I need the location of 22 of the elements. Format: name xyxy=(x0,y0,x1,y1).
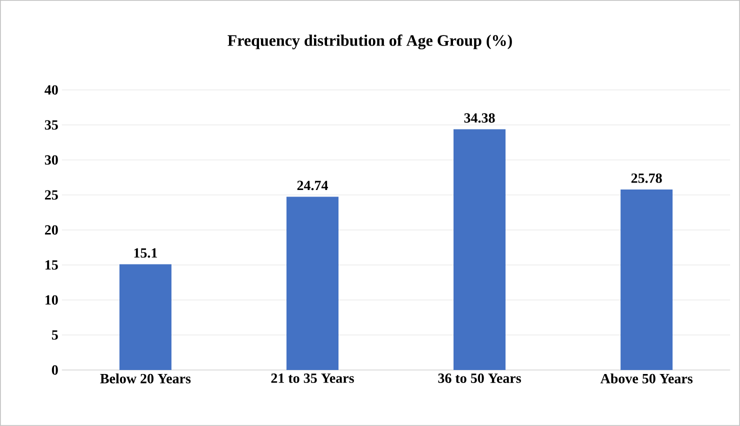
y-tick-label: 10 xyxy=(46,295,58,305)
x-tick-label: Below 20 Years xyxy=(100,374,191,384)
y-tick-label: 30 xyxy=(44,155,58,165)
y-tick-label: 35 xyxy=(44,120,58,130)
bar xyxy=(454,129,506,370)
bar xyxy=(119,264,172,370)
data-label: 24.74 xyxy=(297,180,328,190)
data-label: 34.38 xyxy=(464,113,495,123)
y-tick-label: 15 xyxy=(46,260,58,270)
bar xyxy=(620,190,673,370)
y-tick-label: 5 xyxy=(52,330,58,340)
x-tick-label: 21 to 35 Years xyxy=(271,374,354,383)
y-tick-label: 25 xyxy=(44,190,58,200)
bar xyxy=(286,196,338,370)
x-tick-label: 36 to 50 Years xyxy=(438,374,522,384)
data-label: 25.78 xyxy=(631,174,662,184)
data-label: 15.1 xyxy=(134,248,157,258)
y-tick-label: 40 xyxy=(44,85,58,95)
y-tick-label: 0 xyxy=(52,365,58,375)
x-tick-label: Above 50 Years xyxy=(600,374,693,384)
y-tick-label: 20 xyxy=(44,225,58,235)
chart-title: Frequency distribution of Age Group (%) xyxy=(228,34,512,50)
